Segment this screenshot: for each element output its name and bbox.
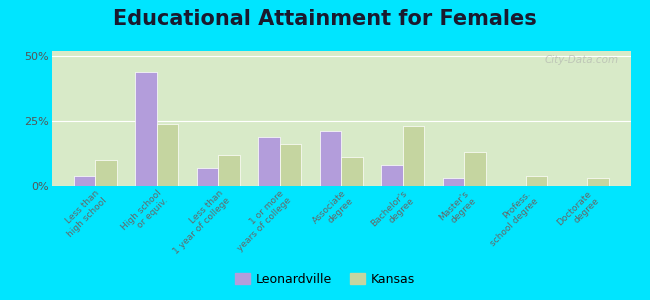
Bar xyxy=(157,124,178,186)
Bar xyxy=(95,160,116,186)
Bar xyxy=(135,72,157,186)
Bar xyxy=(258,137,280,186)
Bar xyxy=(341,158,363,186)
Bar xyxy=(320,131,341,186)
Bar xyxy=(196,168,218,186)
Bar xyxy=(280,145,301,186)
Bar xyxy=(526,176,547,186)
Bar xyxy=(403,126,424,186)
Bar xyxy=(588,178,609,186)
Legend: Leonardville, Kansas: Leonardville, Kansas xyxy=(230,268,420,291)
Bar xyxy=(382,165,403,186)
Bar xyxy=(464,152,486,186)
Bar xyxy=(443,178,464,186)
Bar xyxy=(73,176,95,186)
Text: City-Data.com: City-Data.com xyxy=(545,55,619,65)
Text: Educational Attainment for Females: Educational Attainment for Females xyxy=(113,9,537,29)
Bar xyxy=(218,155,240,186)
